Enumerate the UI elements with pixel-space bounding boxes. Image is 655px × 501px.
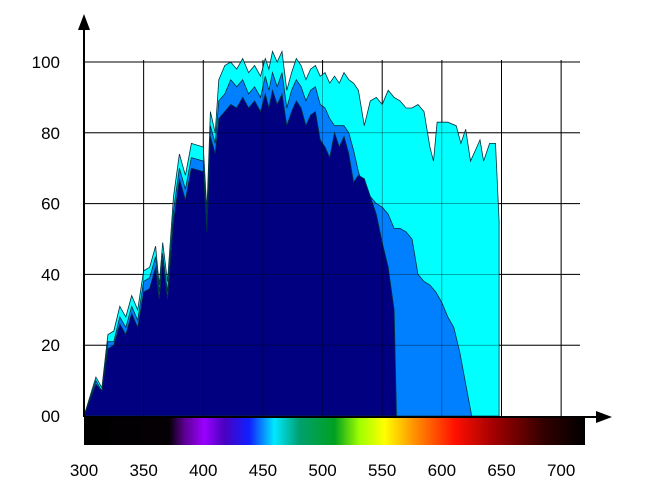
x-tick-label: 500: [308, 461, 336, 480]
x-tick-labels: 300 350 400 450 500 550 600 650 700: [70, 461, 576, 480]
y-tick-label: 80: [41, 124, 60, 143]
area-series-3: [83, 88, 397, 417]
x-axis-arrow: [596, 411, 612, 423]
axes: [78, 14, 612, 423]
x-tick-label: 400: [189, 461, 217, 480]
x-tick-label: 650: [487, 461, 515, 480]
x-tick-label: 350: [129, 461, 157, 480]
grid-lines-front: [84, 60, 580, 416]
y-tick-labels: 00 20 40 60 80 100: [32, 53, 60, 426]
x-tick-label: 700: [547, 461, 575, 480]
y-tick-label: 100: [32, 53, 60, 72]
y-tick-label: 60: [41, 195, 60, 214]
y-tick-label: 20: [41, 336, 60, 355]
x-tick-label: 600: [428, 461, 456, 480]
x-tick-label: 300: [70, 461, 98, 480]
y-axis-arrow: [78, 14, 90, 30]
area-series: [83, 49, 500, 417]
visible-spectrum-band: [84, 418, 585, 445]
y-tick-label: 00: [41, 407, 60, 426]
y-tick-label: 40: [41, 265, 60, 284]
x-tick-label: 450: [249, 461, 277, 480]
x-tick-label: 550: [368, 461, 396, 480]
